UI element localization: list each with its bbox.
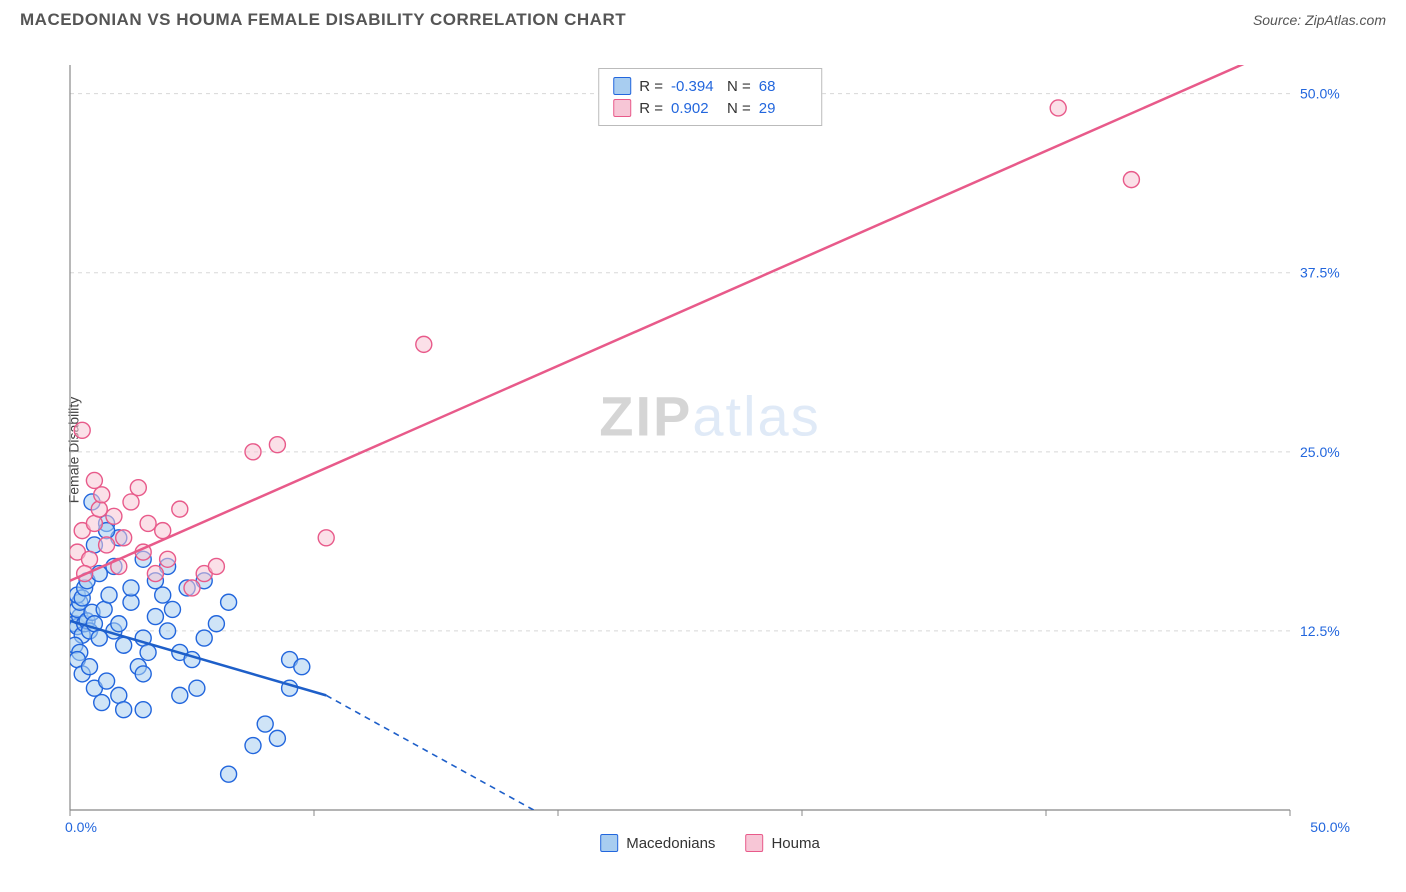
stats-row-macedonians: R = -0.394 N = 68 [613, 75, 807, 97]
chart-container: Female Disability ZIPatlas 12.5%25.0%37.… [50, 50, 1390, 850]
svg-text:25.0%: 25.0% [1300, 444, 1340, 460]
plot-area: ZIPatlas 12.5%25.0%37.5%50.0%0.0%50.0% R… [60, 60, 1360, 850]
svg-text:50.0%: 50.0% [1310, 819, 1350, 835]
svg-text:0.0%: 0.0% [65, 819, 97, 835]
swatch-icon [745, 834, 763, 852]
chart-title: MACEDONIAN VS HOUMA FEMALE DISABILITY CO… [20, 10, 626, 30]
swatch-icon [613, 99, 631, 117]
swatch-icon [600, 834, 618, 852]
legend-item-houma: Houma [745, 834, 819, 852]
stats-legend-box: R = -0.394 N = 68 R = 0.902 N = 29 [598, 68, 822, 126]
svg-text:37.5%: 37.5% [1300, 265, 1340, 281]
bottom-legend: Macedonians Houma [600, 834, 820, 852]
svg-text:12.5%: 12.5% [1300, 623, 1340, 639]
stats-row-houma: R = 0.902 N = 29 [613, 97, 807, 119]
svg-text:50.0%: 50.0% [1300, 86, 1340, 102]
chart-svg: 12.5% 25.0% 37.5% 50.0% 0.0% 50.0% [60, 60, 1360, 850]
source-credit: Source: ZipAtlas.com [1253, 12, 1386, 28]
swatch-icon [613, 77, 631, 95]
legend-item-macedonians: Macedonians [600, 834, 715, 852]
